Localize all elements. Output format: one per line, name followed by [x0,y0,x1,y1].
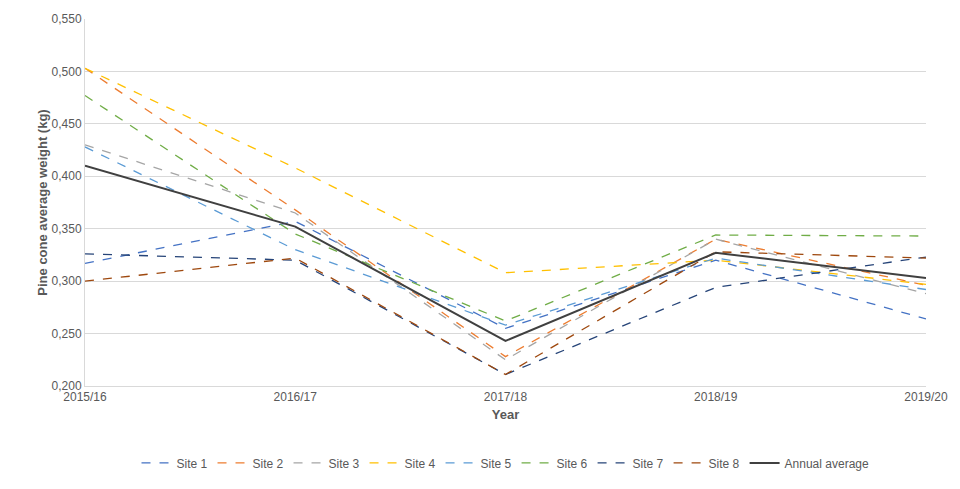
svg-text:2019/20: 2019/20 [904,390,948,404]
svg-text:2015/16: 2015/16 [63,390,107,404]
svg-text:0,350: 0,350 [52,222,82,236]
svg-text:0,550: 0,550 [52,12,82,26]
svg-text:Year: Year [492,407,519,422]
svg-text:Site 3: Site 3 [329,457,360,471]
svg-text:Site 4: Site 4 [405,457,436,471]
svg-text:Pine cone average weight (kg): Pine cone average weight (kg) [35,109,50,295]
svg-text:Site 2: Site 2 [253,457,284,471]
svg-text:Site 8: Site 8 [709,457,740,471]
svg-text:Site 6: Site 6 [557,457,588,471]
svg-text:Site 7: Site 7 [633,457,664,471]
svg-text:0,300: 0,300 [52,274,82,288]
svg-text:2017/18: 2017/18 [484,390,528,404]
svg-text:2016/17: 2016/17 [274,390,318,404]
svg-text:0,250: 0,250 [52,327,82,341]
svg-text:0,200: 0,200 [52,379,82,393]
svg-text:Site 5: Site 5 [481,457,512,471]
svg-text:Site 1: Site 1 [177,457,208,471]
svg-text:2018/19: 2018/19 [694,390,738,404]
svg-text:0,450: 0,450 [52,117,82,131]
svg-text:Annual average: Annual average [785,457,869,471]
svg-text:0,400: 0,400 [52,169,82,183]
svg-text:0,500: 0,500 [52,65,82,79]
